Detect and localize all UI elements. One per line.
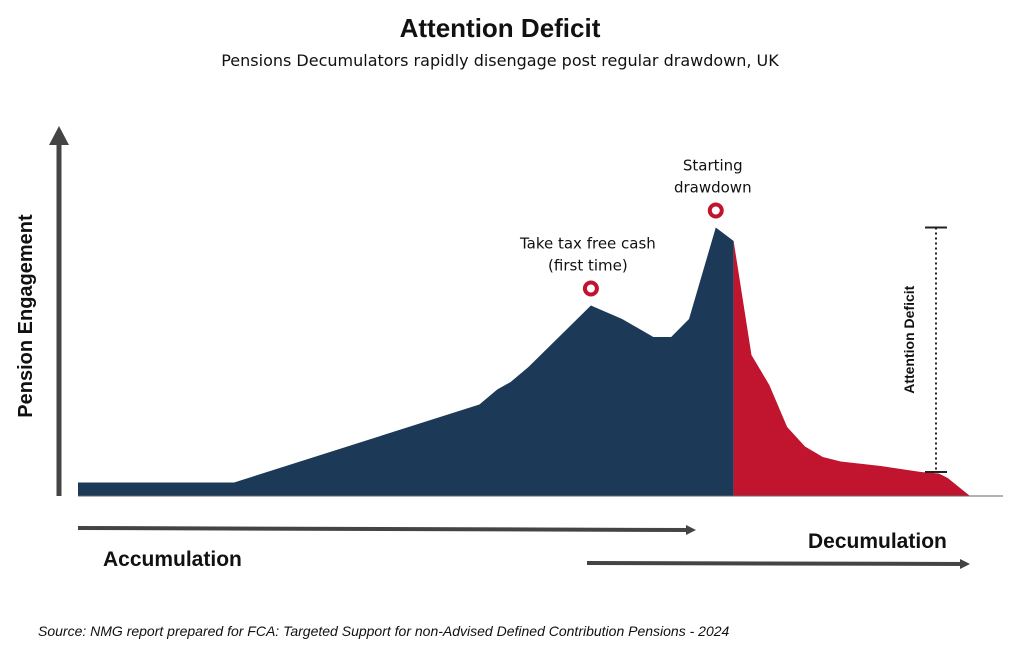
decumulation-area	[733, 241, 970, 496]
annotations: Take tax free cash (first time) Starting dr…	[519, 157, 752, 297]
annotation-label: drawdown	[674, 179, 752, 197]
accumulation-arrow	[77, 524, 696, 535]
annotation-marker	[582, 280, 599, 297]
attention-deficit-label: Attention Deficit	[901, 285, 917, 393]
chart-title: Attention Deficit	[400, 13, 601, 43]
attention-deficit-indicator: Attention Deficit	[901, 226, 947, 473]
annotation-label: Starting	[683, 157, 743, 175]
annotation-label: (first time)	[548, 257, 628, 275]
decumulation-label: Decumulation	[808, 530, 947, 553]
decumulation-arrow	[586, 558, 970, 569]
annotation-marker	[707, 202, 724, 219]
accumulation-area	[78, 227, 734, 496]
phase-arrows: Accumulation Decumulation	[77, 524, 970, 571]
annotation-label: Take tax free cash	[519, 235, 656, 253]
plot-area	[49, 126, 1003, 497]
chart-subtitle: Pensions Decumulators rapidly disengage …	[221, 51, 779, 70]
y-axis-label: Pension Engagement	[15, 214, 37, 418]
accumulation-label: Accumulation	[103, 548, 242, 571]
y-axis-arrowhead	[49, 126, 69, 145]
source-note: Source: NMG report prepared for FCA: Tar…	[38, 623, 730, 639]
